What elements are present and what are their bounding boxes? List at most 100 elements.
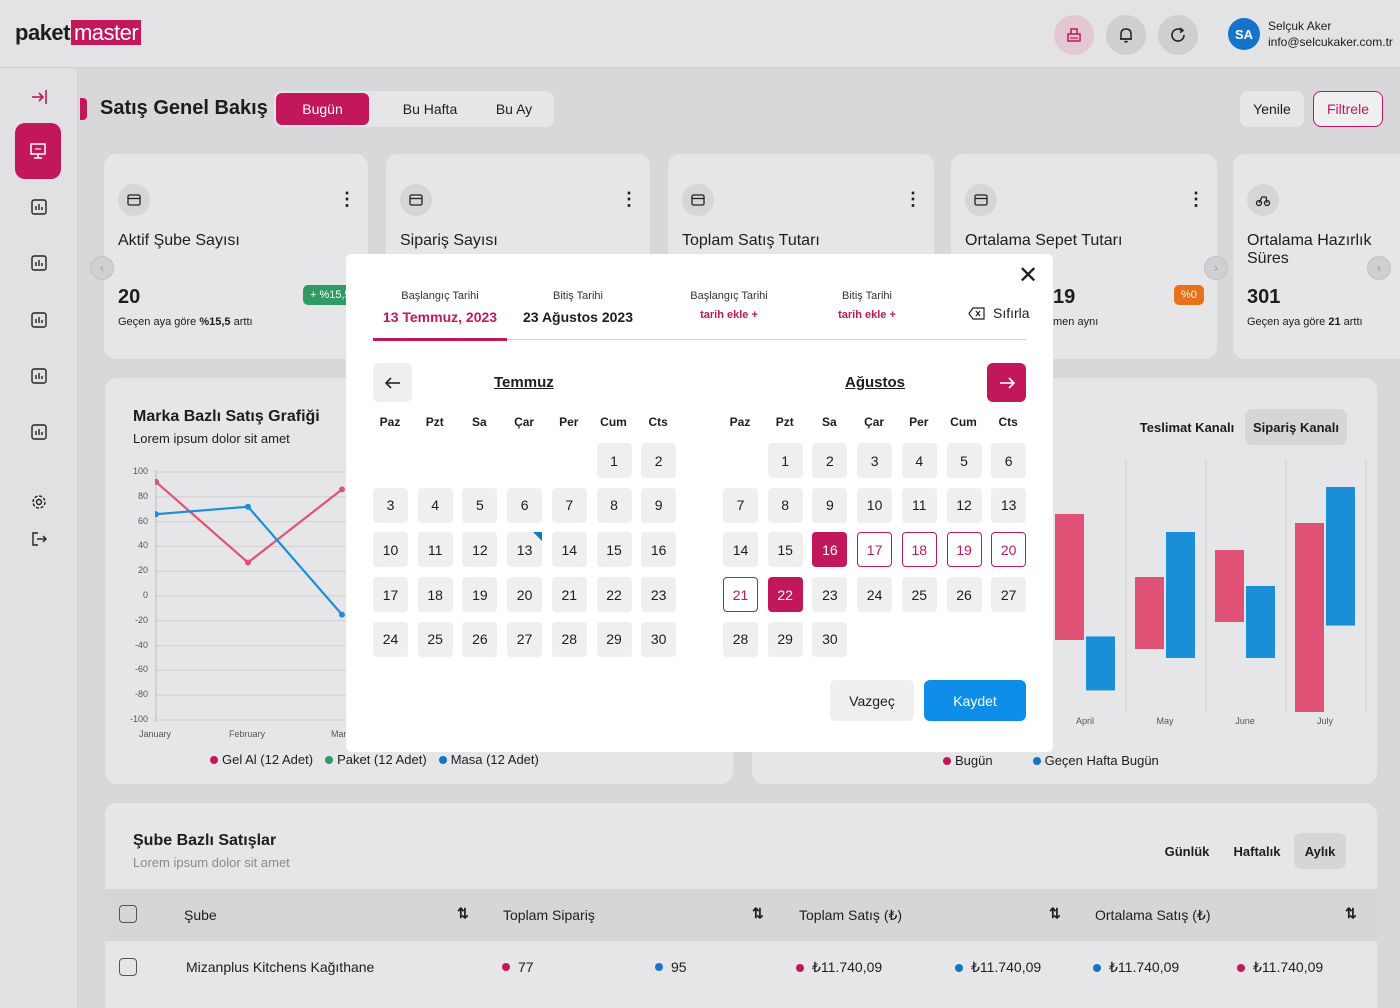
refresh-button[interactable]: Yenile [1240,91,1304,127]
range-week-button[interactable]: Bu Hafta [402,101,458,117]
calendar-day[interactable]: 2 [641,443,677,478]
calendar-day[interactable]: 19 [946,532,982,568]
calendar-day[interactable]: 12 [946,487,982,523]
calendar-day[interactable]: 6 [507,487,543,523]
calendar-day[interactable]: 10 [857,487,893,523]
prev-month-button[interactable] [373,363,412,402]
calendar-day[interactable]: 22 [596,577,632,613]
calendar-day[interactable]: 26 [462,621,498,657]
calendar-day[interactable]: 4 [417,487,453,523]
carousel-prev-button[interactable]: ‹ [90,256,114,280]
tab-monthly[interactable]: Aylık [1294,833,1346,869]
legend-item[interactable]: Paket (12 Adet) [337,752,427,767]
legend-item[interactable]: Masa (12 Adet) [450,752,539,767]
tab-end-date-1[interactable]: Bitiş Tarihi 23 Ağustos 2023 [523,290,633,325]
sort-icon[interactable]: ⇅ [1049,905,1061,921]
app-logo[interactable]: paket master [15,20,142,46]
calendar-day[interactable]: 2 [812,443,848,478]
calendar-day[interactable]: 15 [767,532,803,568]
sidebar-item-report-1[interactable] [27,195,51,219]
calendar-day[interactable]: 19 [462,577,498,613]
save-button[interactable]: Kaydet [924,680,1026,721]
calendar-day[interactable]: 10 [373,532,408,568]
calendar-day[interactable]: 20 [991,532,1027,568]
sidebar-item-report-4[interactable] [27,364,51,388]
calendar-day[interactable]: 8 [596,487,632,523]
calendar-day[interactable]: 29 [596,621,632,657]
calendar-day[interactable]: 25 [417,621,453,657]
calendar-day[interactable]: 27 [991,577,1027,613]
tab-start-date-1[interactable]: Başlangıç Tarihi 13 Temmuz, 2023 [382,290,498,325]
calendar-day[interactable]: 18 [901,532,937,568]
calendar-day[interactable]: 18 [417,577,453,613]
calendar-day[interactable]: 3 [857,443,893,478]
column-header[interactable]: Ortalama Satış (₺) [1095,907,1211,923]
legend-item[interactable]: Gel Al (12 Adet) [222,752,314,767]
calendar-day[interactable]: 9 [641,487,677,523]
calendar-day[interactable]: 1 [767,443,803,478]
more-options-icon[interactable]: ⋮ [620,189,638,209]
calendar-day[interactable]: 24 [857,577,893,613]
calendar-day[interactable]: 30 [812,621,848,657]
calendar-day[interactable]: 17 [857,532,893,568]
column-header[interactable]: Şube [184,907,217,923]
filter-button[interactable]: Filtrele [1313,91,1383,127]
legend-item[interactable]: Geçen Hafta Bugün [1044,753,1159,768]
calendar-day[interactable]: 29 [767,621,803,657]
calendar-day[interactable]: 12 [462,532,498,568]
calendar-day[interactable]: 9 [812,487,848,523]
printer-icon[interactable] [1054,15,1094,55]
calendar-day[interactable]: 1 [596,443,632,478]
select-all-checkbox[interactable] [119,905,137,923]
calendar-day[interactable]: 11 [417,532,453,568]
calendar-day[interactable]: 7 [551,487,587,523]
tab-start-date-2[interactable]: Başlangıç Tarihi tarih ekle + [690,290,768,321]
settings-gear-icon[interactable] [27,490,51,514]
order-channel-tab[interactable]: Sipariş Kanalı [1245,409,1347,445]
calendar-day[interactable]: 5 [462,487,498,523]
bell-icon[interactable] [1106,15,1146,55]
calendar-day[interactable]: 21 [551,577,587,613]
calendar-day[interactable]: 30 [641,621,677,657]
calendar-day[interactable]: 13 [991,487,1027,523]
calendar-day[interactable]: 21 [723,577,758,613]
carousel-dot-button[interactable]: › [1204,256,1228,280]
calendar-day[interactable]: 14 [551,532,587,568]
calendar-day[interactable]: 23 [641,577,677,613]
range-month-button[interactable]: Bu Ay [495,101,533,117]
sidebar-item-dashboard[interactable] [15,123,61,179]
calendar-day[interactable]: 3 [373,487,408,523]
legend-item[interactable]: Bugün [955,753,993,768]
tab-end-date-2[interactable]: Bitiş Tarihi tarih ekle + [838,290,896,321]
calendar-day[interactable]: 16 [641,532,677,568]
calendar-day[interactable]: 11 [901,487,937,523]
calendar-day[interactable]: 28 [551,621,587,657]
column-header[interactable]: Toplam Sipariş [503,907,595,923]
row-checkbox[interactable] [119,958,137,976]
more-options-icon[interactable]: ⋮ [1187,189,1205,209]
reset-button[interactable]: Sıfırla [968,305,1030,321]
calendar-day[interactable]: 7 [723,487,758,523]
calendar-day[interactable]: 23 [812,577,848,613]
calendar-day[interactable]: 4 [901,443,937,478]
calendar-day[interactable]: 13 [507,532,543,568]
sidebar-item-report-5[interactable] [27,420,51,444]
refresh-icon[interactable] [1158,15,1198,55]
column-header[interactable]: Toplam Satış (₺) [799,907,903,923]
calendar-day[interactable]: 17 [373,577,408,613]
calendar-day[interactable]: 5 [946,443,982,478]
calendar-day[interactable]: 24 [373,621,408,657]
avatar[interactable]: SA [1228,18,1260,50]
range-today-button[interactable]: Bugün [276,93,369,125]
carousel-next-button[interactable]: › [1367,256,1391,280]
calendar-day[interactable]: 14 [723,532,758,568]
sort-icon[interactable]: ⇅ [457,905,469,921]
logout-icon[interactable] [27,527,51,551]
cancel-button[interactable]: Vazgeç [830,680,914,721]
sidebar-item-report-2[interactable] [27,251,51,275]
calendar-day[interactable]: 26 [946,577,982,613]
calendar-day[interactable]: 22 [767,577,803,613]
calendar-day[interactable]: 15 [596,532,632,568]
calendar-day[interactable]: 16 [812,532,848,568]
calendar-day[interactable]: 27 [507,621,543,657]
